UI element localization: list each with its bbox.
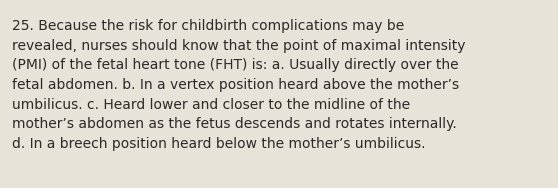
Text: 25. Because the risk for childbirth complications may be
revealed, nurses should: 25. Because the risk for childbirth comp…: [12, 19, 466, 151]
